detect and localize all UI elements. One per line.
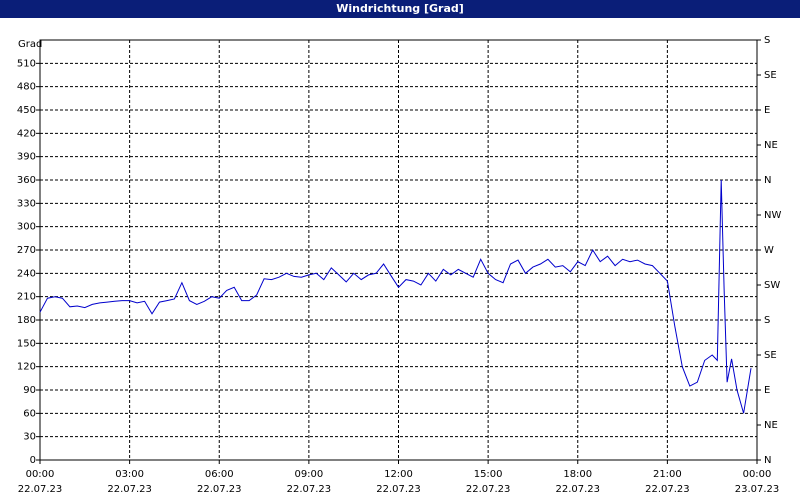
y2-tick-label: N (764, 175, 771, 186)
y2-tick-label: NE (764, 140, 778, 151)
y2-tick-label: W (764, 245, 774, 256)
y2-tick-label: S (764, 35, 770, 46)
x-tick-label: 18:00 (563, 469, 592, 480)
x-tick-date: 22.07.23 (197, 484, 242, 495)
x-tick-label: 00:00 (26, 469, 55, 480)
x-tick-date: 23.07.23 (735, 484, 780, 495)
y-tick-label: 150 (17, 338, 36, 349)
x-tick-label: 06:00 (205, 469, 234, 480)
chart-title: Windrichtung [Grad] (336, 2, 464, 15)
y-tick-label: 30 (23, 432, 36, 443)
y-tick-label: 390 (17, 152, 36, 163)
y-tick-label: 90 (23, 385, 36, 396)
x-tick-date: 22.07.23 (645, 484, 690, 495)
y2-tick-label: SE (764, 70, 777, 81)
x-tick-label: 00:00 (743, 469, 772, 480)
y-tick-label: 180 (17, 315, 36, 326)
y-tick-label: 450 (17, 105, 36, 116)
y2-tick-label: SW (764, 280, 780, 291)
y-tick-label: 120 (17, 362, 36, 373)
x-tick-label: 12:00 (384, 469, 413, 480)
y2-tick-label: NW (764, 210, 781, 221)
y-tick-label: 60 (23, 408, 36, 419)
x-tick-date: 22.07.23 (376, 484, 421, 495)
data-line (39, 179, 752, 414)
y-tick-label: 510 (17, 58, 36, 69)
x-tick-date: 22.07.23 (18, 484, 63, 495)
y2-tick-label: E (764, 385, 770, 396)
y-tick-label: 420 (17, 128, 36, 139)
x-tick-label: 15:00 (474, 469, 503, 480)
y-tick-label: 240 (17, 268, 36, 279)
x-tick-date: 22.07.23 (555, 484, 600, 495)
x-tick-label: 09:00 (294, 469, 323, 480)
y2-tick-label: N (764, 455, 771, 466)
y-tick-label: 270 (17, 245, 36, 256)
y2-tick-label: NE (764, 420, 778, 431)
x-tick-date: 22.07.23 (466, 484, 511, 495)
y2-tick-label: SE (764, 350, 777, 361)
y2-tick-label: E (764, 105, 770, 116)
y-tick-label: 360 (17, 175, 36, 186)
x-tick-label: 21:00 (653, 469, 682, 480)
y-tick-label: 480 (17, 82, 36, 93)
y-tick-label: 300 (17, 222, 36, 233)
y-tick-label: 210 (17, 292, 36, 303)
y-axis-label: Grad (18, 39, 42, 50)
y-tick-label: 330 (17, 198, 36, 209)
y-tick-label: 0 (30, 455, 36, 466)
x-tick-date: 22.07.23 (107, 484, 152, 495)
x-tick-label: 03:00 (115, 469, 144, 480)
x-tick-date: 22.07.23 (287, 484, 332, 495)
plot-frame (39, 39, 758, 461)
title-bar: Windrichtung [Grad] (0, 0, 800, 18)
y2-tick-label: S (764, 315, 770, 326)
